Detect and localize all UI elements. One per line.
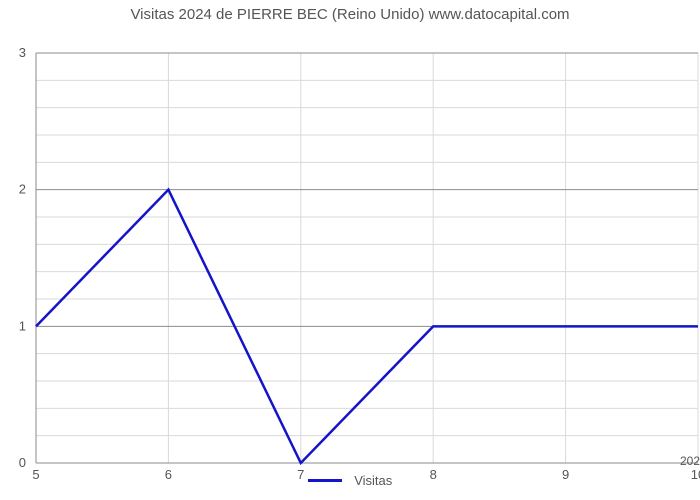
legend: Visitas bbox=[0, 472, 700, 490]
chart-svg: 01235678910 bbox=[0, 23, 700, 500]
svg-text:1: 1 bbox=[19, 318, 26, 333]
line-chart: Visitas 2024 de PIERRE BEC (Reino Unido)… bbox=[0, 0, 700, 500]
bottom-right-text: 202 bbox=[680, 454, 700, 468]
svg-text:2: 2 bbox=[19, 182, 26, 197]
svg-text:3: 3 bbox=[19, 45, 26, 60]
chart-title: Visitas 2024 de PIERRE BEC (Reino Unido)… bbox=[0, 0, 700, 23]
svg-text:0: 0 bbox=[19, 455, 26, 470]
legend-label: Visitas bbox=[354, 473, 392, 488]
legend-line bbox=[308, 479, 342, 482]
